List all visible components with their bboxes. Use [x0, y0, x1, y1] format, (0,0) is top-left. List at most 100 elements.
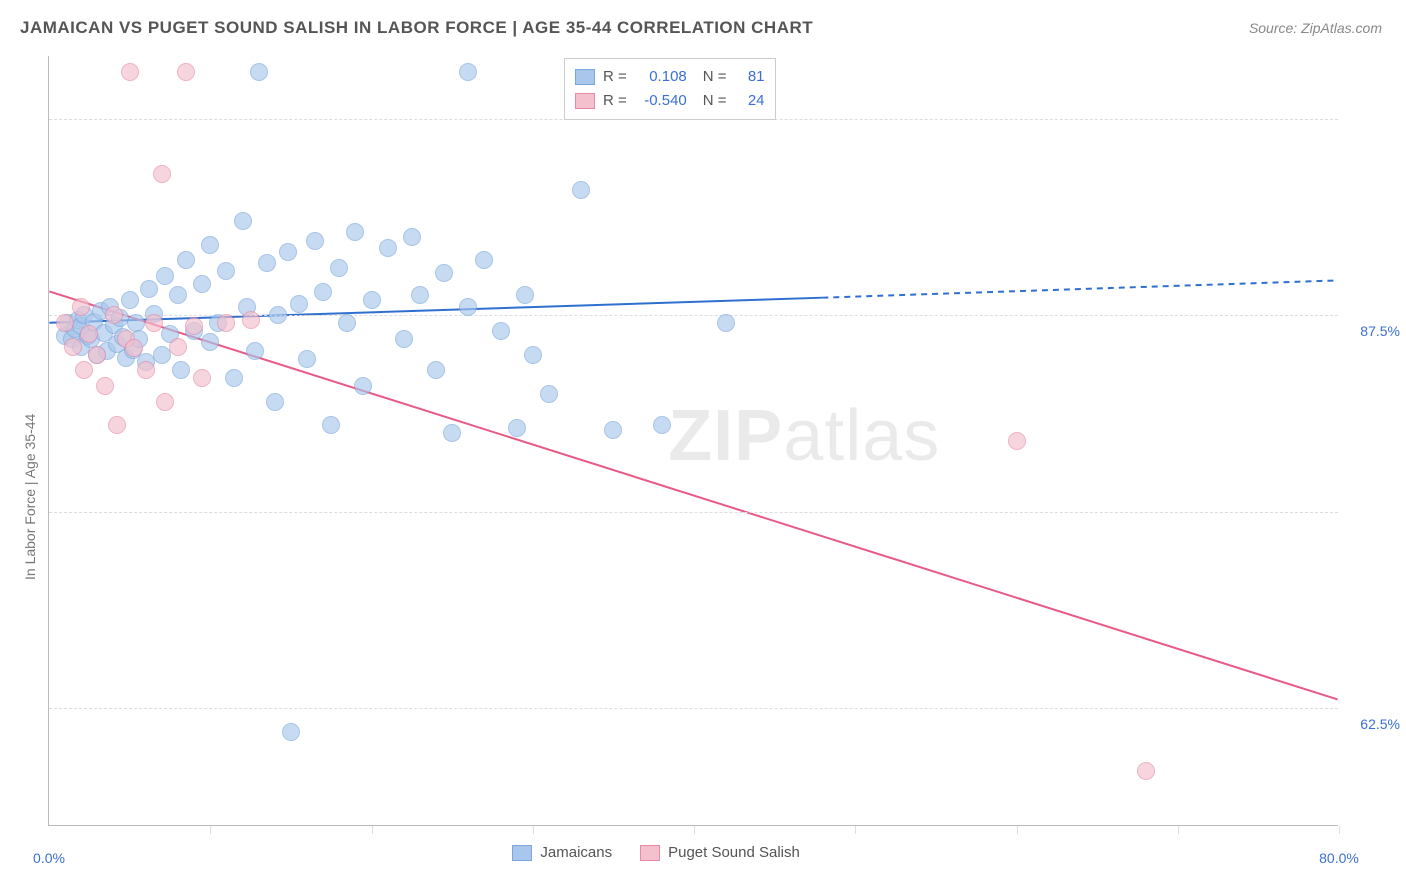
x-tick-mark — [533, 826, 534, 834]
data-point — [201, 333, 219, 351]
data-point — [177, 63, 195, 81]
data-point — [443, 424, 461, 442]
legend-item: Puget Sound Salish — [640, 844, 800, 861]
data-point — [322, 416, 340, 434]
legend-swatch — [640, 845, 660, 861]
data-point — [242, 311, 260, 329]
data-point — [156, 267, 174, 285]
data-point — [717, 314, 735, 332]
data-point — [121, 291, 139, 309]
r-label: R = — [603, 65, 627, 89]
correlation-chart: JAMAICAN VS PUGET SOUND SALISH IN LABOR … — [0, 0, 1406, 892]
data-point — [1137, 762, 1155, 780]
data-point — [306, 232, 324, 250]
legend-label: Jamaicans — [540, 844, 612, 861]
y-tick-label: 87.5% — [1344, 323, 1400, 339]
n-label: N = — [703, 65, 727, 89]
data-point — [75, 361, 93, 379]
data-point — [572, 181, 590, 199]
data-point — [201, 236, 219, 254]
data-point — [125, 339, 143, 357]
data-point — [156, 393, 174, 411]
data-point — [290, 295, 308, 313]
chart-title: JAMAICAN VS PUGET SOUND SALISH IN LABOR … — [20, 18, 813, 38]
data-point — [338, 314, 356, 332]
legend-item: Jamaicans — [512, 844, 612, 861]
data-point — [395, 330, 413, 348]
r-value: 0.108 — [635, 65, 687, 89]
data-point — [459, 298, 477, 316]
data-point — [1008, 432, 1026, 450]
data-point — [269, 306, 287, 324]
data-point — [121, 63, 139, 81]
data-point — [153, 165, 171, 183]
x-tick-mark — [1017, 826, 1018, 834]
x-tick-label: 80.0% — [1319, 850, 1359, 866]
data-point — [459, 63, 477, 81]
data-point — [475, 251, 493, 269]
data-point — [56, 314, 74, 332]
data-point — [653, 416, 671, 434]
data-point — [88, 346, 106, 364]
r-label: R = — [603, 89, 627, 113]
data-point — [330, 259, 348, 277]
data-point — [314, 283, 332, 301]
legend-swatch — [512, 845, 532, 861]
x-tick-mark — [694, 826, 695, 834]
data-point — [145, 314, 163, 332]
data-point — [172, 361, 190, 379]
n-value: 24 — [735, 89, 765, 113]
series-legend: Jamaicans Puget Sound Salish — [512, 844, 799, 861]
data-point — [298, 350, 316, 368]
data-point — [508, 419, 526, 437]
n-label: N = — [703, 89, 727, 113]
legend-label: Puget Sound Salish — [668, 844, 800, 861]
data-point — [516, 286, 534, 304]
data-point — [266, 393, 284, 411]
data-point — [80, 325, 98, 343]
data-point — [492, 322, 510, 340]
stats-legend-row: R =0.108N =81 — [575, 65, 765, 89]
x-tick-mark — [1178, 826, 1179, 834]
x-tick-mark — [210, 826, 211, 834]
data-point — [250, 63, 268, 81]
data-point — [524, 346, 542, 364]
source-attribution: Source: ZipAtlas.com — [1249, 20, 1382, 36]
data-point — [169, 286, 187, 304]
data-point — [282, 723, 300, 741]
x-tick-mark — [372, 826, 373, 834]
data-point — [246, 342, 264, 360]
data-point — [169, 338, 187, 356]
data-point — [346, 223, 364, 241]
data-point — [427, 361, 445, 379]
data-point — [105, 306, 123, 324]
data-point — [96, 377, 114, 395]
data-point — [72, 298, 90, 316]
data-point — [540, 385, 558, 403]
watermark-thin: atlas — [783, 396, 940, 476]
watermark-bold: ZIP — [668, 396, 783, 476]
x-tick-mark — [1339, 826, 1340, 834]
trend-line — [49, 298, 822, 323]
trend-line-dashed — [822, 280, 1337, 297]
data-point — [108, 416, 126, 434]
data-point — [379, 239, 397, 257]
data-point — [279, 243, 297, 261]
x-tick-mark — [855, 826, 856, 834]
legend-swatch — [575, 93, 595, 109]
data-point — [140, 280, 158, 298]
data-point — [177, 251, 195, 269]
data-point — [403, 228, 421, 246]
data-point — [604, 421, 622, 439]
data-point — [217, 314, 235, 332]
watermark: ZIPatlas — [668, 395, 940, 477]
y-tick-label: 62.5% — [1344, 716, 1400, 732]
data-point — [64, 338, 82, 356]
data-point — [193, 275, 211, 293]
data-point — [137, 361, 155, 379]
data-point — [193, 369, 211, 387]
data-point — [234, 212, 252, 230]
data-point — [354, 377, 372, 395]
gridline-h — [49, 512, 1338, 513]
stats-legend: R =0.108N =81R =-0.540N =24 — [564, 58, 776, 120]
